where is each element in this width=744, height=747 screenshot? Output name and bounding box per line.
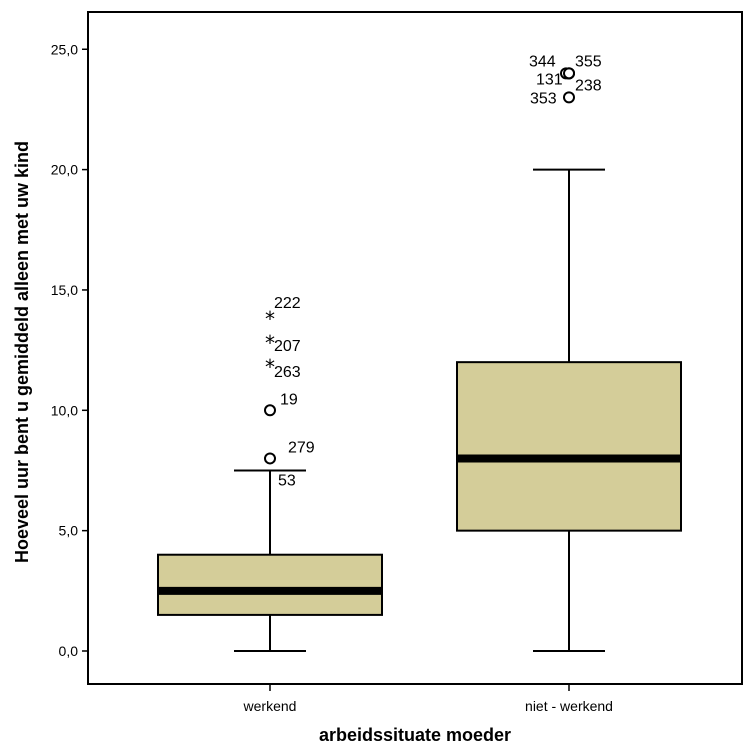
- extreme-case-label: 207: [274, 338, 301, 355]
- y-tick-label: 20,0: [51, 162, 78, 178]
- y-tick-label: 5,0: [59, 523, 79, 539]
- outlier-case-label: 53: [278, 472, 296, 489]
- x-axis: werkend niet - werkend: [243, 684, 613, 714]
- y-tick-label: 0,0: [59, 643, 79, 659]
- outlier-case-label: 279: [288, 439, 315, 456]
- outlier-case-label: 238: [575, 77, 602, 94]
- outlier-circle: [264, 452, 276, 465]
- extreme-star: *: [265, 307, 275, 331]
- outlier-case-label: 353: [530, 90, 557, 107]
- outlier-circle: [563, 91, 575, 104]
- outlier-case-label: 355: [575, 53, 602, 70]
- y-tick-label: 25,0: [51, 41, 78, 57]
- y-axis-title: Hoeveel uur bent u gemiddeld alleen met …: [12, 141, 32, 563]
- box-iqr: [157, 553, 383, 616]
- outlier-circle: [264, 404, 276, 417]
- outlier-case-label: 344: [529, 53, 556, 70]
- y-axis: 0,0 5,0 10,0 15,0 20,0 25,0: [51, 41, 88, 659]
- y-tick-label: 15,0: [51, 282, 78, 298]
- extreme-case-label: 263: [274, 364, 301, 381]
- y-tick-label: 10,0: [51, 402, 78, 418]
- x-tick-label: werkend: [243, 698, 297, 714]
- outlier-case-label: 19: [280, 391, 298, 408]
- x-tick-label: niet - werkend: [525, 698, 613, 714]
- x-axis-title: arbeidssituate moeder: [319, 725, 511, 745]
- extreme-star: *: [265, 355, 275, 379]
- outlier-circle: [563, 67, 575, 80]
- extreme-case-label: 222: [274, 295, 301, 312]
- outlier-case-label: 131: [536, 71, 563, 88]
- box-iqr: [456, 361, 682, 532]
- extreme-star: *: [265, 331, 275, 355]
- box-group-1: 344 355 131 238 353: [456, 53, 682, 652]
